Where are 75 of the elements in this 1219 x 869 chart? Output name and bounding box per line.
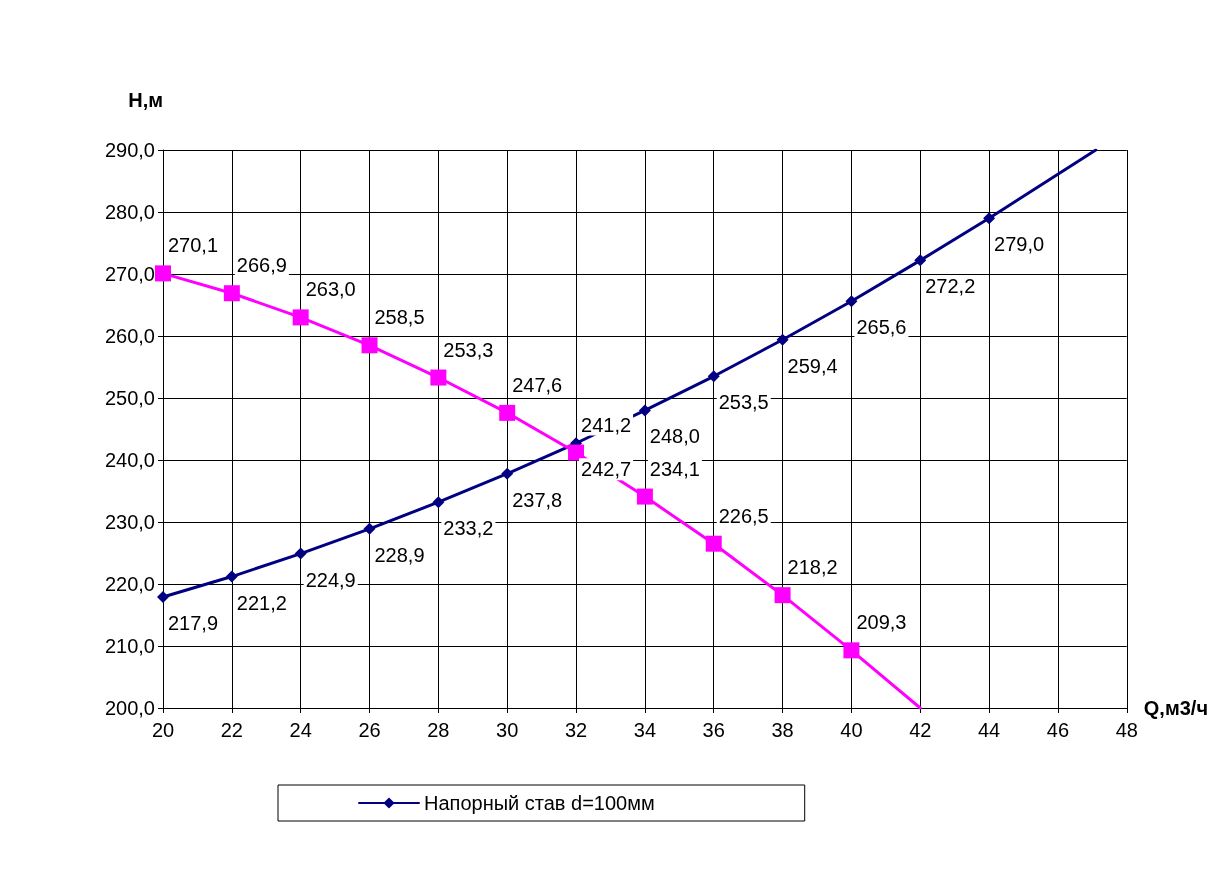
x-tick-label: 38 <box>771 719 794 741</box>
y-tick-label: 250,0 <box>104 387 155 409</box>
data-label: 217,9 <box>167 612 219 635</box>
y-tick-label: 210,0 <box>104 635 155 657</box>
data-label: 258,5 <box>374 306 425 329</box>
data-label: 266,9 <box>236 254 287 277</box>
point <box>843 642 860 659</box>
point <box>776 333 789 346</box>
data-label: 218,2 <box>787 556 838 579</box>
data-label: 248,0 <box>649 425 700 448</box>
y-axis-title: H,м <box>128 89 163 111</box>
y-tick-label: 240,0 <box>104 449 155 471</box>
point <box>568 444 585 461</box>
data-label: 233,2 <box>443 517 494 540</box>
data-label: 234,1 <box>649 457 700 480</box>
data-label: 270,1 <box>167 234 219 257</box>
x-tick-label: 24 <box>289 719 312 741</box>
x-tick-label: 48 <box>1115 719 1138 741</box>
x-tick-label: 32 <box>564 719 588 741</box>
point <box>705 535 722 552</box>
data-label: 247,6 <box>512 373 563 396</box>
data-label: 226,5 <box>718 504 769 527</box>
data-label: 237,8 <box>512 488 563 511</box>
point <box>501 467 514 480</box>
point <box>155 265 171 282</box>
point <box>432 496 445 509</box>
x-tick-label: 26 <box>358 719 381 741</box>
data-label: 279,0 <box>994 233 1045 256</box>
y-tick-label: 230,0 <box>104 511 155 533</box>
point <box>845 295 858 308</box>
x-tick-label: 30 <box>496 719 519 741</box>
x-tick-label: 44 <box>977 719 1001 741</box>
point <box>225 570 238 583</box>
point <box>499 404 516 421</box>
point <box>157 591 169 604</box>
point <box>636 488 653 505</box>
point <box>914 254 927 267</box>
data-label: 259,4 <box>787 354 838 377</box>
point <box>638 404 651 417</box>
x-tick-label: 20 <box>151 719 175 741</box>
point <box>707 370 720 383</box>
x-tick-label: 22 <box>220 719 243 741</box>
point <box>361 337 378 354</box>
y-tick-label: 200,0 <box>104 697 155 719</box>
x-axis-title: Q,м3/ч <box>1143 697 1208 719</box>
data-label: 221,2 <box>236 591 287 614</box>
data-label: 265,6 <box>856 316 907 339</box>
x-tick-label: 34 <box>633 719 657 741</box>
y-tick-label: 290,0 <box>104 139 155 161</box>
x-tick-label: 40 <box>840 719 863 741</box>
data-label: 272,2 <box>925 275 976 298</box>
data-label: 253,3 <box>443 338 494 361</box>
point <box>430 369 447 386</box>
x-tick-label: 28 <box>427 719 450 741</box>
data-label: 241,2 <box>581 413 632 436</box>
point <box>294 547 307 560</box>
data-label: 224,9 <box>305 568 356 591</box>
data-label: 263,0 <box>305 278 356 301</box>
y-tick-label: 270,0 <box>104 263 155 285</box>
data-label: 242,7 <box>581 458 632 481</box>
data-label: 228,9 <box>374 543 425 566</box>
x-tick-label: 42 <box>909 719 932 741</box>
point <box>983 212 996 225</box>
point <box>292 309 309 326</box>
y-tick-label: 260,0 <box>104 325 155 347</box>
x-tick-label: 46 <box>1046 719 1070 741</box>
x-tick-label: 36 <box>702 719 725 741</box>
point <box>223 285 240 302</box>
point <box>363 522 376 535</box>
y-tick-label: 220,0 <box>104 573 155 595</box>
legend-label: Напорный став d=100мм <box>424 792 655 814</box>
data-label: 209,3 <box>856 611 907 634</box>
y-tick-label: 280,0 <box>104 201 155 223</box>
point <box>774 587 791 604</box>
data-label: 253,5 <box>718 391 769 414</box>
